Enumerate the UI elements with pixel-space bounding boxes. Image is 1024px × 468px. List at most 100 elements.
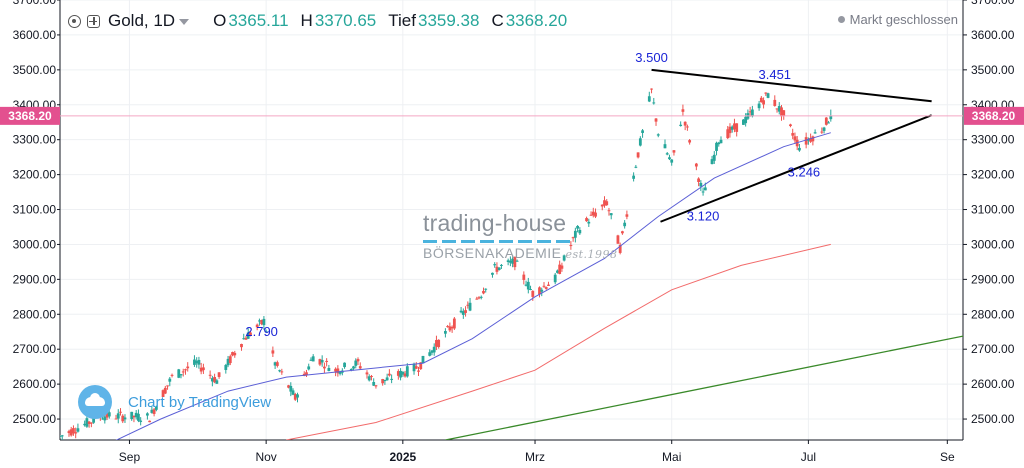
candle-up bbox=[712, 154, 716, 161]
y-tick-label-right: 2700.00 bbox=[971, 342, 1015, 356]
candle-up bbox=[459, 310, 463, 313]
candle-down bbox=[293, 394, 297, 400]
candle-down bbox=[621, 231, 624, 234]
candle-up bbox=[766, 93, 770, 98]
candle-up bbox=[103, 416, 107, 421]
candle-up bbox=[750, 109, 754, 117]
candle-down bbox=[585, 218, 588, 222]
candle-down bbox=[87, 421, 91, 424]
candle-down bbox=[152, 409, 156, 414]
candle-up bbox=[641, 130, 644, 133]
y-tick-label-left: 3600.00 bbox=[13, 28, 57, 42]
candle-down bbox=[231, 352, 234, 356]
candle-up bbox=[777, 106, 781, 112]
candle-up bbox=[715, 142, 718, 151]
candle-up bbox=[484, 288, 488, 290]
y-tick-label-left: 3700.00 bbox=[13, 0, 57, 7]
candle-down bbox=[414, 366, 418, 369]
candle-up bbox=[670, 159, 674, 163]
candle-up bbox=[123, 417, 127, 420]
high-label: H bbox=[300, 11, 313, 30]
y-tick-label-right: 3300.00 bbox=[971, 133, 1015, 147]
svg-text:3368.20: 3368.20 bbox=[972, 109, 1016, 123]
candle-up bbox=[101, 418, 104, 420]
candle-down bbox=[450, 326, 454, 329]
candle-up bbox=[139, 420, 143, 422]
candle-down bbox=[325, 360, 329, 362]
candle-down bbox=[728, 126, 732, 134]
candle-down bbox=[782, 110, 786, 116]
symbol-title[interactable]: Gold, 1D bbox=[108, 11, 176, 30]
candle-up bbox=[587, 221, 591, 224]
candle-down bbox=[697, 178, 700, 182]
candle-down bbox=[789, 124, 792, 127]
candle-down bbox=[305, 372, 308, 376]
candle-down bbox=[213, 377, 217, 383]
candle-up bbox=[309, 359, 313, 361]
candle-up bbox=[296, 394, 299, 398]
plus-icon[interactable] bbox=[87, 14, 100, 28]
candle-down bbox=[531, 290, 535, 297]
trading-house-watermark: trading-house BÖRSENAKADEMIE est.1998 bbox=[423, 210, 617, 261]
candle-up bbox=[742, 119, 745, 125]
candle-up bbox=[432, 346, 436, 353]
y-tick-label-right: 3100.00 bbox=[971, 203, 1015, 217]
candle-down bbox=[121, 415, 125, 422]
candle-down bbox=[464, 310, 467, 313]
candle-up bbox=[401, 371, 405, 375]
candle-up bbox=[291, 390, 295, 395]
candle-up bbox=[343, 362, 346, 368]
candle-up bbox=[493, 264, 497, 266]
candle-up bbox=[526, 281, 530, 290]
eye-icon[interactable] bbox=[68, 14, 81, 28]
candle-up bbox=[719, 139, 723, 144]
candle-up bbox=[529, 289, 532, 291]
close-label: C bbox=[491, 11, 504, 30]
ma-blue-line bbox=[115, 132, 831, 440]
candle-up bbox=[405, 366, 409, 377]
candle-down bbox=[89, 422, 93, 424]
candle-down bbox=[560, 265, 564, 269]
open-label: O bbox=[213, 11, 227, 30]
candle-up bbox=[679, 124, 683, 127]
candle-down bbox=[735, 123, 739, 132]
y-tick-label-right: 3600.00 bbox=[971, 28, 1015, 42]
y-tick-label-right: 3500.00 bbox=[971, 63, 1015, 77]
candle-down bbox=[636, 152, 640, 158]
candle-down bbox=[475, 298, 479, 300]
candle-up bbox=[717, 142, 721, 145]
candle-down bbox=[396, 371, 400, 376]
candle-up bbox=[524, 284, 528, 286]
x-tick-label: Mai bbox=[662, 450, 681, 464]
candle-down bbox=[186, 366, 190, 369]
candle-up bbox=[273, 362, 277, 366]
candle-down bbox=[589, 214, 593, 216]
candle-up bbox=[701, 191, 705, 193]
candle-up bbox=[60, 435, 62, 437]
low-label: Tief bbox=[388, 11, 416, 30]
tradingview-badge-text[interactable]: Chart by TradingView bbox=[128, 393, 272, 411]
candle-down bbox=[762, 100, 765, 105]
candle-down bbox=[780, 107, 783, 117]
candle-down bbox=[618, 244, 622, 253]
candle-up bbox=[576, 225, 580, 229]
candle-up bbox=[145, 413, 149, 416]
candle-up bbox=[320, 359, 324, 363]
candle-down bbox=[132, 415, 136, 418]
candle-down bbox=[544, 287, 548, 289]
candle-down bbox=[820, 131, 824, 133]
tradingview-badge[interactable]: Chart by TradingView bbox=[78, 385, 271, 419]
candle-down bbox=[594, 212, 597, 217]
candle-down bbox=[811, 136, 815, 142]
candle-up bbox=[665, 153, 669, 155]
candle-up bbox=[562, 255, 566, 261]
chevron-down-icon[interactable] bbox=[179, 19, 190, 25]
candle-down bbox=[809, 137, 813, 142]
candle-down bbox=[748, 111, 752, 113]
candle-up bbox=[150, 409, 154, 413]
candle-down bbox=[591, 211, 595, 216]
candle-down bbox=[148, 420, 152, 423]
candle-down bbox=[387, 373, 391, 376]
candle-up bbox=[632, 175, 636, 179]
